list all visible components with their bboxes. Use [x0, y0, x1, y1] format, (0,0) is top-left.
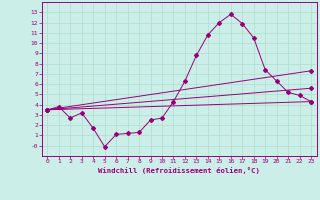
- X-axis label: Windchill (Refroidissement éolien,°C): Windchill (Refroidissement éolien,°C): [98, 167, 260, 174]
